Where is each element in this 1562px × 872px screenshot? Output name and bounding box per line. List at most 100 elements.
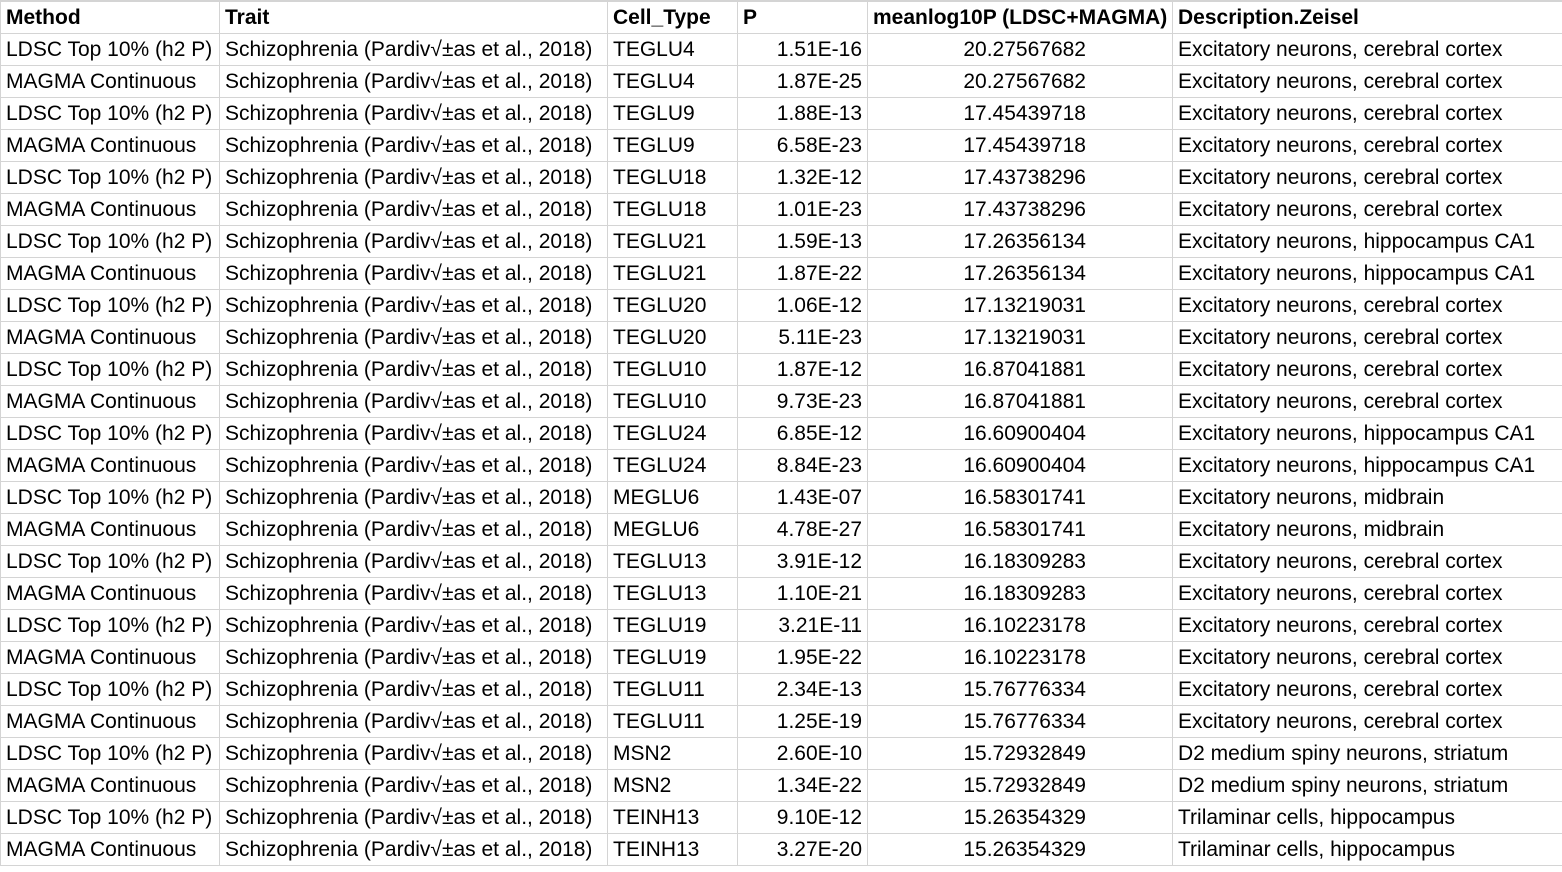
cell-meanlog10p[interactable]: 16.10223178 xyxy=(867,609,1173,642)
cell-method[interactable]: LDSC Top 10% (h2 P) xyxy=(0,609,220,642)
cell-trait[interactable]: Schizophrenia (Pardiv√±as et al., 2018) xyxy=(219,97,608,130)
cell-cell-type[interactable]: TEGLU11 xyxy=(607,705,738,738)
cell-p[interactable]: 2.34E-13 xyxy=(737,673,868,706)
cell-trait[interactable]: Schizophrenia (Pardiv√±as et al., 2018) xyxy=(219,705,608,738)
cell-trait[interactable]: Schizophrenia (Pardiv√±as et al., 2018) xyxy=(219,65,608,98)
cell-meanlog10p[interactable]: 15.26354329 xyxy=(867,833,1173,866)
cell-method[interactable]: LDSC Top 10% (h2 P) xyxy=(0,353,220,386)
cell-p[interactable]: 1.01E-23 xyxy=(737,193,868,226)
cell-cell-type[interactable]: MEGLU6 xyxy=(607,481,738,514)
cell-method[interactable]: LDSC Top 10% (h2 P) xyxy=(0,97,220,130)
cell-trait[interactable]: Schizophrenia (Pardiv√±as et al., 2018) xyxy=(219,33,608,66)
cell-method[interactable]: LDSC Top 10% (h2 P) xyxy=(0,289,220,322)
cell-p[interactable]: 1.87E-25 xyxy=(737,65,868,98)
cell-p[interactable]: 9.73E-23 xyxy=(737,385,868,418)
cell-trait[interactable]: Schizophrenia (Pardiv√±as et al., 2018) xyxy=(219,225,608,258)
cell-p[interactable]: 1.87E-12 xyxy=(737,353,868,386)
cell-meanlog10p[interactable]: 16.58301741 xyxy=(867,513,1173,546)
cell-method[interactable]: MAGMA Continuous xyxy=(0,385,220,418)
cell-method[interactable]: MAGMA Continuous xyxy=(0,833,220,866)
cell-p[interactable]: 1.25E-19 xyxy=(737,705,868,738)
cell-method[interactable]: LDSC Top 10% (h2 P) xyxy=(0,545,220,578)
header-cell-type[interactable]: Cell_Type xyxy=(607,0,738,34)
cell-cell-type[interactable]: TEGLU11 xyxy=(607,673,738,706)
cell-trait[interactable]: Schizophrenia (Pardiv√±as et al., 2018) xyxy=(219,673,608,706)
cell-cell-type[interactable]: TEGLU19 xyxy=(607,609,738,642)
cell-p[interactable]: 5.11E-23 xyxy=(737,321,868,354)
cell-p[interactable]: 9.10E-12 xyxy=(737,801,868,834)
cell-cell-type[interactable]: MEGLU6 xyxy=(607,513,738,546)
cell-cell-type[interactable]: TEGLU18 xyxy=(607,161,738,194)
cell-method[interactable]: MAGMA Continuous xyxy=(0,705,220,738)
cell-cell-type[interactable]: TEINH13 xyxy=(607,801,738,834)
cell-description[interactable]: Excitatory neurons, midbrain xyxy=(1172,513,1562,546)
cell-description[interactable]: Excitatory neurons, cerebral cortex xyxy=(1172,609,1562,642)
cell-trait[interactable]: Schizophrenia (Pardiv√±as et al., 2018) xyxy=(219,641,608,674)
cell-description[interactable]: Excitatory neurons, cerebral cortex xyxy=(1172,673,1562,706)
cell-cell-type[interactable]: TEGLU13 xyxy=(607,577,738,610)
cell-cell-type[interactable]: TEGLU20 xyxy=(607,321,738,354)
cell-meanlog10p[interactable]: 16.60900404 xyxy=(867,449,1173,482)
cell-description[interactable]: Excitatory neurons, cerebral cortex xyxy=(1172,33,1562,66)
cell-meanlog10p[interactable]: 16.18309283 xyxy=(867,545,1173,578)
cell-method[interactable]: LDSC Top 10% (h2 P) xyxy=(0,737,220,770)
cell-meanlog10p[interactable]: 15.26354329 xyxy=(867,801,1173,834)
cell-method[interactable]: MAGMA Continuous xyxy=(0,257,220,290)
cell-description[interactable]: Trilaminar cells, hippocampus xyxy=(1172,833,1562,866)
cell-meanlog10p[interactable]: 16.10223178 xyxy=(867,641,1173,674)
cell-cell-type[interactable]: TEGLU10 xyxy=(607,353,738,386)
cell-method[interactable]: LDSC Top 10% (h2 P) xyxy=(0,417,220,450)
cell-p[interactable]: 1.43E-07 xyxy=(737,481,868,514)
cell-method[interactable]: MAGMA Continuous xyxy=(0,65,220,98)
cell-meanlog10p[interactable]: 20.27567682 xyxy=(867,33,1173,66)
cell-trait[interactable]: Schizophrenia (Pardiv√±as et al., 2018) xyxy=(219,417,608,450)
cell-method[interactable]: LDSC Top 10% (h2 P) xyxy=(0,481,220,514)
cell-p[interactable]: 1.32E-12 xyxy=(737,161,868,194)
cell-method[interactable]: MAGMA Continuous xyxy=(0,193,220,226)
cell-trait[interactable]: Schizophrenia (Pardiv√±as et al., 2018) xyxy=(219,257,608,290)
cell-meanlog10p[interactable]: 16.87041881 xyxy=(867,385,1173,418)
cell-meanlog10p[interactable]: 16.58301741 xyxy=(867,481,1173,514)
cell-cell-type[interactable]: TEGLU20 xyxy=(607,289,738,322)
cell-meanlog10p[interactable]: 17.43738296 xyxy=(867,161,1173,194)
cell-p[interactable]: 1.51E-16 xyxy=(737,33,868,66)
cell-description[interactable]: Excitatory neurons, cerebral cortex xyxy=(1172,545,1562,578)
cell-meanlog10p[interactable]: 15.72932849 xyxy=(867,737,1173,770)
cell-description[interactable]: Excitatory neurons, cerebral cortex xyxy=(1172,385,1562,418)
cell-description[interactable]: Excitatory neurons, hippocampus CA1 xyxy=(1172,257,1562,290)
cell-cell-type[interactable]: MSN2 xyxy=(607,769,738,802)
cell-p[interactable]: 1.88E-13 xyxy=(737,97,868,130)
cell-description[interactable]: Excitatory neurons, hippocampus CA1 xyxy=(1172,417,1562,450)
cell-cell-type[interactable]: TEINH13 xyxy=(607,833,738,866)
cell-trait[interactable]: Schizophrenia (Pardiv√±as et al., 2018) xyxy=(219,481,608,514)
cell-trait[interactable]: Schizophrenia (Pardiv√±as et al., 2018) xyxy=(219,129,608,162)
cell-trait[interactable]: Schizophrenia (Pardiv√±as et al., 2018) xyxy=(219,577,608,610)
cell-method[interactable]: MAGMA Continuous xyxy=(0,321,220,354)
cell-description[interactable]: Excitatory neurons, cerebral cortex xyxy=(1172,577,1562,610)
cell-description[interactable]: Excitatory neurons, cerebral cortex xyxy=(1172,97,1562,130)
cell-cell-type[interactable]: TEGLU21 xyxy=(607,225,738,258)
cell-trait[interactable]: Schizophrenia (Pardiv√±as et al., 2018) xyxy=(219,545,608,578)
cell-cell-type[interactable]: TEGLU4 xyxy=(607,65,738,98)
cell-meanlog10p[interactable]: 17.13219031 xyxy=(867,321,1173,354)
cell-p[interactable]: 2.60E-10 xyxy=(737,737,868,770)
cell-p[interactable]: 1.87E-22 xyxy=(737,257,868,290)
cell-trait[interactable]: Schizophrenia (Pardiv√±as et al., 2018) xyxy=(219,449,608,482)
cell-description[interactable]: Excitatory neurons, cerebral cortex xyxy=(1172,641,1562,674)
cell-meanlog10p[interactable]: 17.26356134 xyxy=(867,225,1173,258)
cell-cell-type[interactable]: TEGLU24 xyxy=(607,417,738,450)
cell-meanlog10p[interactable]: 17.26356134 xyxy=(867,257,1173,290)
cell-method[interactable]: MAGMA Continuous xyxy=(0,769,220,802)
cell-method[interactable]: LDSC Top 10% (h2 P) xyxy=(0,673,220,706)
cell-p[interactable]: 3.21E-11 xyxy=(737,609,868,642)
cell-description[interactable]: Excitatory neurons, cerebral cortex xyxy=(1172,193,1562,226)
cell-p[interactable]: 6.85E-12 xyxy=(737,417,868,450)
header-description[interactable]: Description.Zeisel xyxy=(1172,0,1562,34)
cell-description[interactable]: Excitatory neurons, cerebral cortex xyxy=(1172,321,1562,354)
cell-trait[interactable]: Schizophrenia (Pardiv√±as et al., 2018) xyxy=(219,289,608,322)
cell-cell-type[interactable]: TEGLU10 xyxy=(607,385,738,418)
cell-trait[interactable]: Schizophrenia (Pardiv√±as et al., 2018) xyxy=(219,833,608,866)
cell-p[interactable]: 4.78E-27 xyxy=(737,513,868,546)
cell-trait[interactable]: Schizophrenia (Pardiv√±as et al., 2018) xyxy=(219,737,608,770)
cell-p[interactable]: 3.27E-20 xyxy=(737,833,868,866)
